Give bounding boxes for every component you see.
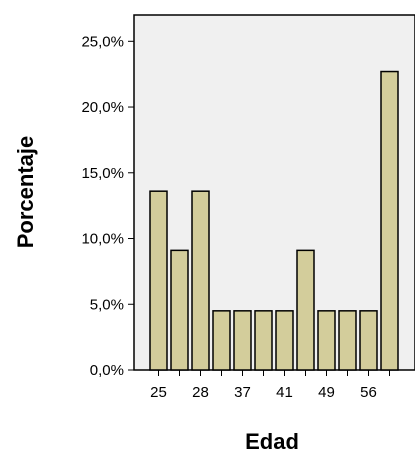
x-tick-label: 28 [192,384,209,401]
bar [359,310,378,371]
bar [149,190,168,371]
x-tick-label: 25 [150,384,167,401]
bar [233,310,252,371]
bar [317,310,336,371]
y-tick-label: 15,0% [81,165,124,182]
bar [212,310,231,371]
bar [191,190,210,371]
y-axis-title: Porcentaje [13,136,38,249]
bar [254,310,273,371]
bar [296,249,315,371]
y-tick-label: 25,0% [81,33,124,50]
bar [380,70,399,371]
y-tick-label: 5,0% [90,296,124,313]
x-axis-title: Edad [245,429,299,454]
x-tick-label: 41 [276,384,293,401]
x-tick-label: 49 [318,384,335,401]
y-axis-ticks: 0,0% 5,0% 10,0% 15,0% 20,0% 25,0% [81,33,134,379]
x-axis-ticks: 25 28 37 41 49 56 [150,370,390,401]
y-tick-label: 0,0% [90,362,124,379]
y-tick-label: 20,0% [81,99,124,116]
bar [170,249,189,371]
y-tick-label: 10,0% [81,231,124,248]
bars-group [149,70,399,371]
x-tick-label: 37 [234,384,251,401]
bar [275,310,294,371]
x-tick-label: 56 [360,384,377,401]
bar [338,310,357,371]
